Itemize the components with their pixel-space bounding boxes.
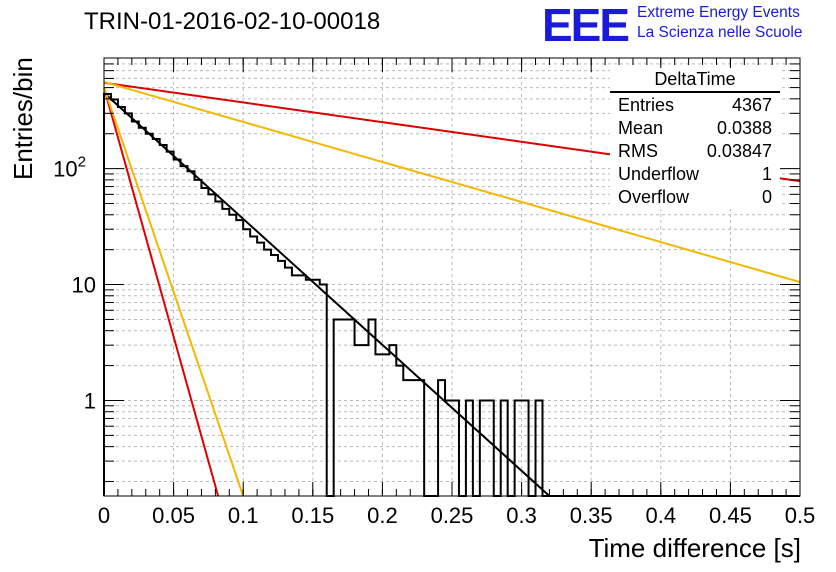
stats-value: 0.0388 [716, 118, 772, 138]
histogram-bin [417, 380, 424, 496]
stats-box: DeltaTime Entries 4367 Mean 0.0388 RMS 0.03… [610, 68, 780, 209]
histogram-bin [264, 250, 271, 496]
y-axis-label: Entries/bin [8, 57, 38, 180]
histogram-bin [160, 145, 167, 496]
histogram-bin [139, 128, 146, 496]
histogram-bin [111, 99, 118, 496]
stats-label: Entries [618, 95, 675, 115]
histogram-bin [194, 180, 201, 496]
stats-row: Underflow 1 [610, 163, 780, 186]
histogram-bin [229, 215, 236, 496]
logo-line-2: La Scienza nelle Scuole [637, 24, 803, 41]
x-tick-label: 0.45 [709, 503, 752, 528]
stats-label: RMS [618, 141, 658, 161]
histogram-bin [403, 380, 410, 496]
histogram-bin [348, 319, 355, 496]
fit-line [103, 87, 220, 497]
axis-ticks [103, 57, 801, 496]
histogram-bin [396, 366, 403, 496]
histogram-bin [389, 345, 396, 496]
histogram-bin [341, 319, 348, 496]
stats-value: 4367 [731, 95, 772, 115]
histogram-bin [299, 275, 306, 496]
stats-row: RMS 0.03847 [610, 140, 780, 163]
histogram-bin [320, 285, 327, 496]
stats-label: Overflow [618, 187, 690, 207]
histogram-bin [382, 354, 389, 496]
stats-row: Entries 4367 [610, 94, 780, 117]
histogram-bin [292, 275, 299, 496]
histogram-bin [215, 202, 222, 496]
histogram-bin [368, 319, 375, 496]
fit-line [103, 80, 801, 284]
x-tick-label: 0.25 [431, 503, 474, 528]
histogram-bin [250, 236, 257, 496]
x-tick-label: 0.35 [570, 503, 613, 528]
histogram-bin [362, 345, 369, 496]
x-tick-label: 0.1 [228, 503, 259, 528]
histogram-bin [334, 319, 341, 496]
histogram-bin [243, 229, 250, 496]
logo-line-1: Extreme Energy Events [637, 4, 800, 21]
histogram-bin [174, 159, 181, 496]
eee-logo: EEE [542, 0, 630, 51]
histogram-bin [146, 134, 153, 496]
x-tick-label: 0.4 [646, 503, 677, 528]
stats-row: Mean 0.0388 [610, 117, 780, 140]
histogram-bin [410, 380, 417, 496]
stats-value: 0 [761, 187, 772, 207]
y-tick-label: 102 [53, 154, 86, 182]
x-axis-label: Time difference [s] [588, 533, 801, 563]
histogram-bin [306, 280, 313, 496]
stats-title: DeltaTime [610, 68, 780, 93]
x-tick-label: 0.5 [785, 503, 816, 528]
x-tick-label: 0 [98, 503, 110, 528]
histogram-bin [271, 255, 278, 496]
x-tick-label: 0.3 [506, 503, 537, 528]
stats-label: Underflow [618, 164, 700, 184]
histogram-bin [375, 354, 382, 496]
x-tick-label: 0.05 [152, 503, 195, 528]
histogram-bin [257, 243, 264, 496]
histogram-bin [236, 220, 243, 496]
histogram-bin [285, 268, 292, 496]
histogram-bin [355, 345, 362, 496]
stats-row: Overflow 0 [610, 186, 780, 209]
fit-line [103, 87, 245, 497]
histogram-bin [313, 280, 320, 496]
x-tick-label: 0.15 [291, 503, 334, 528]
histogram-bin [153, 139, 160, 496]
chart-title: TRIN-01-2016-02-10-00018 [84, 8, 381, 35]
stats-value: 1 [761, 164, 772, 184]
stats-value: 0.03847 [706, 141, 772, 161]
histogram-bin [118, 107, 125, 496]
y-tick-label: 10 [72, 273, 96, 298]
histogram-bin [125, 113, 132, 496]
stats-label: Mean [618, 118, 664, 138]
x-tick-label: 0.2 [367, 503, 398, 528]
y-tick-label: 1 [84, 388, 96, 413]
tick-labels: 0 0.05 0.1 0.15 0.2 0.25 0.3 0.35 0.4 0.45 0.51101… [53, 154, 815, 528]
